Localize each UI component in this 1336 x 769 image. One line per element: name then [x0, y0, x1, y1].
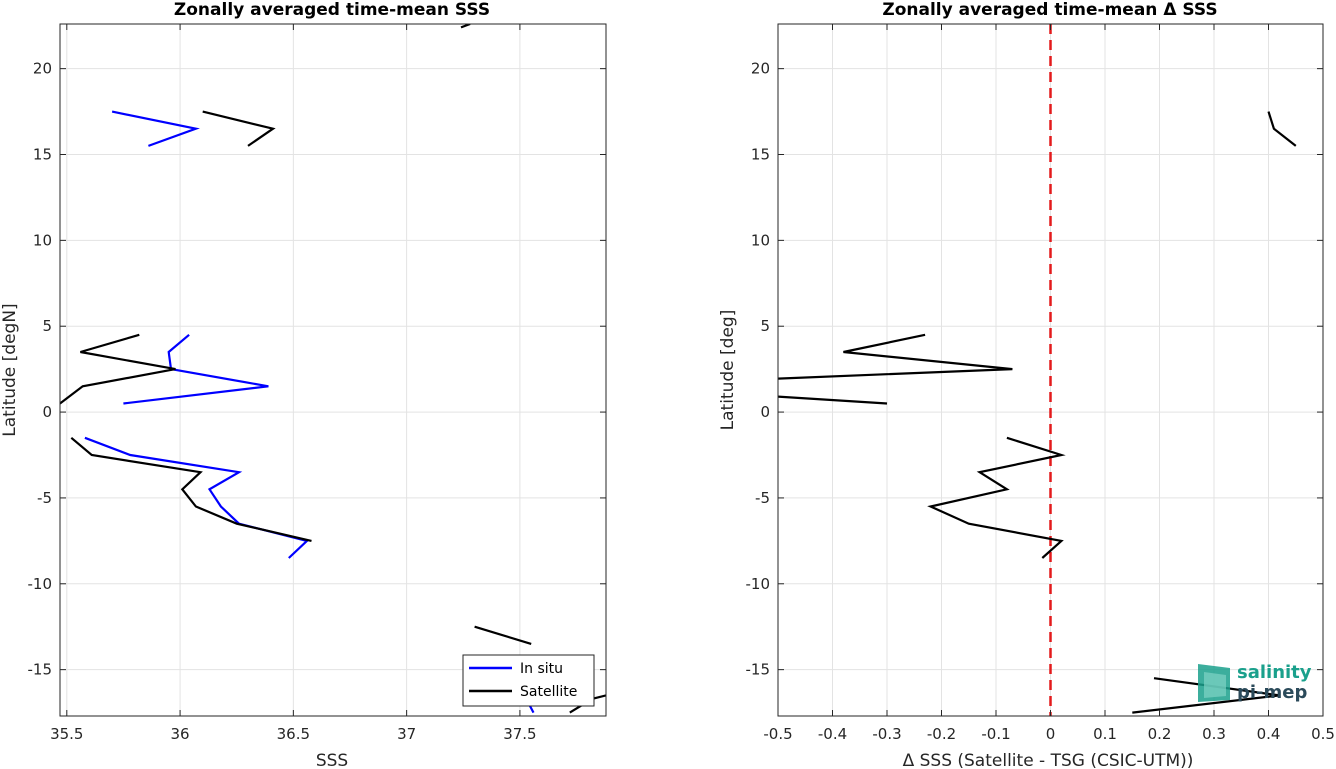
chart-left-plot-area	[60, 24, 606, 716]
chart-left-xlabel: SSS	[316, 751, 348, 769]
logo-text-salinity: salinity	[1237, 662, 1312, 683]
chart-right-ticks: -0.5 -0.4 -0.3 -0.2 -0.1 0 0.1 0.2 0.3 0.4 0.5 -15 -…	[746, 24, 1335, 743]
y-tick-label: 0	[760, 403, 770, 421]
x-tick-label: 0.4	[1257, 725, 1281, 743]
y-tick-label: -10	[746, 575, 771, 593]
series-line-segment	[460, 24, 471, 29]
series-line-segment	[60, 333, 176, 405]
legend: In situ Satellite	[462, 654, 595, 707]
x-tick-label: 0.3	[1202, 725, 1226, 743]
x-tick-label: -0.1	[981, 725, 1010, 743]
x-tick-label: -0.4	[818, 725, 847, 743]
x-tick-label: -0.2	[927, 725, 956, 743]
y-tick-label: 20	[33, 60, 52, 78]
x-tick-label: -0.3	[872, 725, 901, 743]
chart-right-xlabel: Δ SSS (Satellite - TSG (CSIC-UTM))	[903, 751, 1194, 769]
series-line-segment	[70, 436, 312, 542]
x-tick-label: -0.5	[763, 725, 792, 743]
series-line-segment	[111, 110, 200, 147]
x-tick-label: 0	[1046, 725, 1056, 743]
legend-label-in-situ: In situ	[520, 661, 563, 677]
y-tick-label: 10	[751, 231, 770, 249]
salinity-pimep-logo: salinity pi-mep	[1198, 662, 1312, 703]
chart-left-frame	[59, 23, 607, 717]
x-tick-label: 37	[397, 725, 416, 743]
chart-left-sss: Zonally averaged time-mean SSS 35.5 36 36.…	[0, 0, 607, 769]
y-tick-label: 15	[33, 146, 52, 164]
series-satellite	[60, 24, 606, 714]
y-tick-label: 15	[751, 146, 770, 164]
x-tick-label: 0.5	[1311, 725, 1335, 743]
y-tick-label: 0	[42, 403, 52, 421]
chart-left-ylabel: Latitude [degN]	[0, 303, 20, 436]
x-tick-label: 36.5	[277, 725, 310, 743]
y-tick-label: -15	[746, 661, 771, 679]
y-tick-label: 5	[42, 317, 52, 335]
series-line-segment	[778, 333, 1013, 380]
series-line-segment	[778, 395, 888, 405]
chart-left-ticks: 35.5 36 36.5 37 37.5 -15 -10 -5 0 5 10 15 20	[28, 24, 606, 743]
chart-right-delta-sss: Zonally averaged time-mean Δ SSS -0.5 -0.…	[718, 0, 1335, 769]
logo-cube-face-icon	[1204, 672, 1226, 698]
chart-right-series	[778, 111, 1297, 714]
x-tick-label: 0.2	[1148, 725, 1172, 743]
x-tick-label: 37.5	[503, 725, 536, 743]
y-tick-label: 10	[33, 231, 52, 249]
y-tick-label: -5	[755, 489, 770, 507]
y-tick-label: -10	[28, 575, 53, 593]
chart-left-grid	[60, 24, 606, 716]
chart-left-title: Zonally averaged time-mean SSS	[174, 0, 490, 20]
series-line-segment	[202, 110, 276, 147]
chart-right-title: Zonally averaged time-mean Δ SSS	[882, 0, 1217, 20]
series-line-segment	[474, 625, 532, 645]
legend-box	[462, 654, 595, 707]
series-line-segment	[1132, 677, 1280, 714]
y-tick-label: -5	[37, 489, 52, 507]
logo-text-pimep: pi-mep	[1237, 682, 1307, 703]
series-delta-sss	[778, 111, 1297, 714]
series-line-segment	[927, 436, 1066, 559]
legend-label-satellite: Satellite	[520, 684, 577, 700]
chart-left-series	[60, 24, 606, 714]
y-tick-label: 20	[751, 60, 770, 78]
x-tick-label: 36	[171, 725, 190, 743]
x-tick-label: 0.1	[1093, 725, 1117, 743]
series-line-segment	[1267, 111, 1297, 147]
x-tick-label: 35.5	[50, 725, 83, 743]
chart-right-ylabel: Latitude [deg]	[718, 310, 738, 431]
y-tick-label: -15	[28, 661, 53, 679]
y-tick-label: 5	[760, 317, 770, 335]
